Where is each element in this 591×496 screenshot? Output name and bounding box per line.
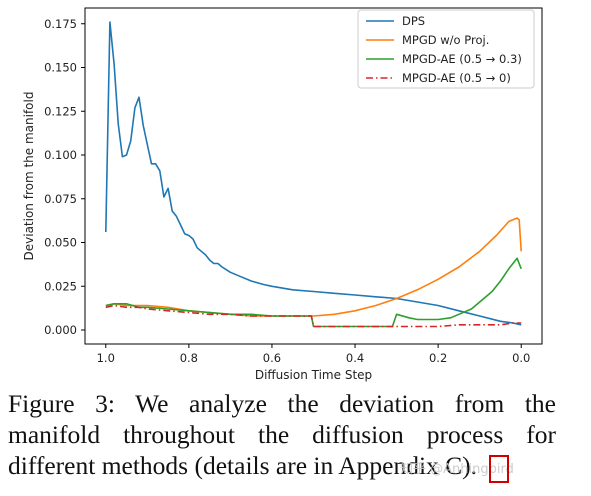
- caption-line-2: manifold throughout the diffusion proces…: [8, 420, 556, 449]
- y-tick-label: 0.175: [44, 17, 77, 31]
- deviation-chart: 1.0 0.8 0.6 0.4 0.2 0.0 0.0000.0250.0500.0750…: [22, 7, 543, 382]
- series-line-2: [105, 217, 522, 317]
- x-axis-ticks: 1.0 0.8 0.6 0.4 0.2 0.0: [97, 344, 530, 365]
- legend: DPS MPGD w/o Proj. MPGD-AE (0.5 → 0.3) MPGD…: [357, 9, 535, 89]
- plot-area: 1.0 0.8 0.6 0.4 0.2 0.0 0.0000.0250.0500.0750…: [44, 7, 543, 365]
- y-tick-label: 0.150: [44, 61, 77, 75]
- highlight-box: [489, 455, 509, 483]
- legend-label: MPGD w/o Proj.: [402, 33, 489, 47]
- y-tick-label: 0.000: [44, 323, 77, 337]
- watermark: 知乎 @Anhingbird: [400, 462, 514, 477]
- legend-label: MPGD-AE (0.5 → 0): [402, 71, 511, 85]
- legend-label: MPGD-AE (0.5 → 0.3): [402, 52, 522, 66]
- x-tick-label: 0.2: [429, 351, 447, 365]
- y-tick-label: 0.125: [44, 104, 77, 118]
- series-line-3: [105, 257, 522, 328]
- plot-frame: [84, 7, 543, 345]
- x-tick-label: 0.8: [180, 351, 198, 365]
- x-tick-label: 0.6: [263, 351, 281, 365]
- y-tick-label: 0.050: [44, 236, 77, 250]
- legend-items: DPS MPGD w/o Proj. MPGD-AE (0.5 → 0.3) MPGD…: [366, 14, 522, 85]
- x-tick-label: 0.0: [512, 351, 530, 365]
- x-tick-label: 1.0: [97, 351, 115, 365]
- x-axis-label: Diffusion Time Step: [255, 368, 372, 382]
- legend-label: DPS: [402, 14, 425, 28]
- y-tick-label: 0.025: [44, 279, 77, 293]
- figure-caption: Figure 3: We analyze the deviation from …: [8, 388, 556, 481]
- series-line-1: [105, 21, 522, 326]
- caption-line-1: Figure 3: We analyze the deviation from …: [8, 389, 556, 418]
- legend-box: [357, 9, 535, 89]
- y-axis-label: Deviation from the manifold: [22, 92, 36, 261]
- y-tick-label: 0.100: [44, 148, 77, 162]
- series-line-4: [105, 304, 522, 328]
- caption-line-3: different methods (details are in Append…: [8, 451, 478, 480]
- series-layer: [105, 21, 522, 328]
- y-axis-ticks: 0.000 0.025 0.050 0.075 0.100 0.125 0.150 0.175: [44, 17, 85, 337]
- x-tick-label: 0.4: [346, 351, 364, 365]
- y-tick-label: 0.075: [44, 192, 77, 206]
